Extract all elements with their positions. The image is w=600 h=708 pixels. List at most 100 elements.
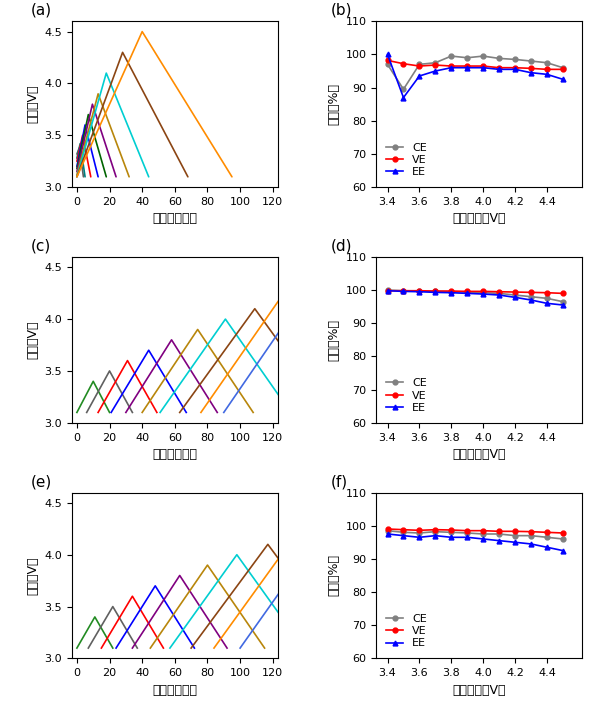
Legend: CE, VE, EE: CE, VE, EE [382,138,431,182]
VE [384,287,391,295]
EE [496,291,503,299]
EE [464,64,471,72]
VE [479,62,487,70]
VE [527,288,535,297]
Text: (d): (d) [331,239,353,253]
EE [416,72,423,80]
VE [511,64,518,72]
EE [527,296,535,304]
CE [464,54,471,62]
EE [400,287,407,296]
VE [400,287,407,295]
EE [527,69,535,77]
EE [544,70,551,79]
VE [448,526,455,535]
EE [384,530,391,538]
EE [400,93,407,102]
EE [384,287,391,295]
CE [527,532,535,540]
CE [400,85,407,93]
CE [559,297,566,306]
X-axis label: 时间（分钟）: 时间（分钟） [152,684,197,697]
CE [511,55,518,64]
CE [496,530,503,538]
VE [448,287,455,295]
EE [496,537,503,545]
CE [479,530,487,538]
CE [416,529,423,537]
Line: EE: EE [385,532,565,553]
Y-axis label: 电压（V）: 电压（V） [26,85,39,123]
EE [511,538,518,547]
X-axis label: 顶点电压（V）: 顶点电压（V） [452,684,506,697]
CE [448,287,455,296]
Y-axis label: 效率（%）: 效率（%） [327,319,340,361]
EE [400,532,407,540]
CE [432,287,439,296]
EE [432,288,439,297]
CE [384,286,391,295]
CE [527,292,535,301]
EE [448,64,455,72]
VE [384,56,391,64]
CE [464,529,471,537]
Y-axis label: 电压（V）: 电压（V） [26,556,39,595]
EE [416,533,423,542]
CE [559,64,566,72]
CE [384,527,391,535]
VE [496,527,503,535]
CE [448,528,455,537]
CE [544,533,551,542]
VE [511,527,518,535]
Line: CE: CE [385,287,565,304]
VE [400,59,407,68]
CE [496,289,503,297]
EE [559,75,566,84]
VE [416,287,423,295]
CE [479,288,487,297]
Legend: CE, VE, EE: CE, VE, EE [382,374,431,417]
EE [464,533,471,542]
CE [479,52,487,60]
Line: CE: CE [385,528,565,542]
CE [511,532,518,540]
VE [464,287,471,296]
Text: (e): (e) [31,474,52,489]
CE [384,60,391,69]
X-axis label: 顶点电压（V）: 顶点电压（V） [452,212,506,225]
VE [527,64,535,73]
EE [544,299,551,307]
CE [511,291,518,299]
VE [496,287,503,296]
EE [496,65,503,74]
Y-axis label: 效率（%）: 效率（%） [327,554,340,596]
VE [544,65,551,74]
EE [448,288,455,297]
VE [559,289,566,297]
VE [400,525,407,534]
VE [432,61,439,69]
EE [432,67,439,75]
CE [448,52,455,60]
EE [559,547,566,555]
VE [384,525,391,533]
VE [479,527,487,535]
EE [479,64,487,72]
Y-axis label: 电压（V）: 电压（V） [26,321,39,359]
Line: EE: EE [385,288,565,307]
VE [511,287,518,296]
VE [496,64,503,72]
VE [464,62,471,70]
Y-axis label: 效率（%）: 效率（%） [327,84,340,125]
EE [448,533,455,542]
CE [432,59,439,67]
Line: EE: EE [385,52,565,100]
CE [464,287,471,296]
VE [544,288,551,297]
CE [400,287,407,295]
Line: CE: CE [385,54,565,92]
CE [432,527,439,536]
Line: VE: VE [385,58,565,72]
Text: (a): (a) [31,3,52,18]
EE [384,50,391,59]
